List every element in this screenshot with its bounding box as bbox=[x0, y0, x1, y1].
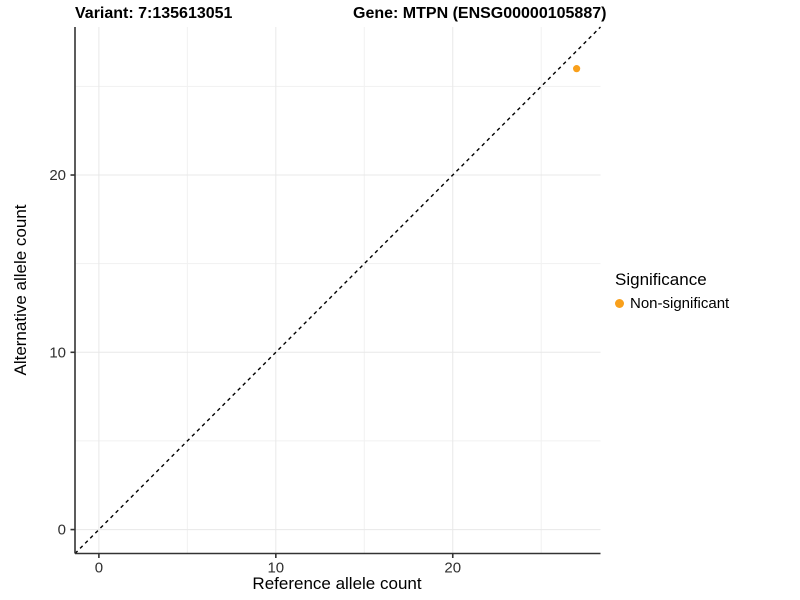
x-tick-label: 0 bbox=[95, 560, 103, 577]
legend-point-icon bbox=[615, 299, 624, 308]
legend-item-label: Non-significant bbox=[630, 295, 730, 312]
x-tick-label: 20 bbox=[444, 560, 461, 577]
y-axis-title: Alternative allele count bbox=[11, 204, 30, 376]
legend-title: Significance bbox=[615, 270, 707, 289]
y-tick-label: 10 bbox=[49, 344, 66, 361]
identity-line bbox=[74, 26, 601, 554]
legend: Significance Non-significant bbox=[615, 270, 729, 312]
data-point bbox=[573, 65, 581, 73]
y-tick-label: 20 bbox=[49, 167, 66, 184]
y-tick-label: 0 bbox=[58, 522, 66, 539]
plot-title-gene: Gene: MTPN (ENSG00000105887) bbox=[353, 5, 607, 22]
plot-title-variant: Variant: 7:135613051 bbox=[75, 5, 233, 22]
x-tick-label: 10 bbox=[267, 560, 284, 577]
x-axis-title: Reference allele count bbox=[252, 574, 422, 593]
legend-item: Non-significant bbox=[615, 295, 729, 312]
